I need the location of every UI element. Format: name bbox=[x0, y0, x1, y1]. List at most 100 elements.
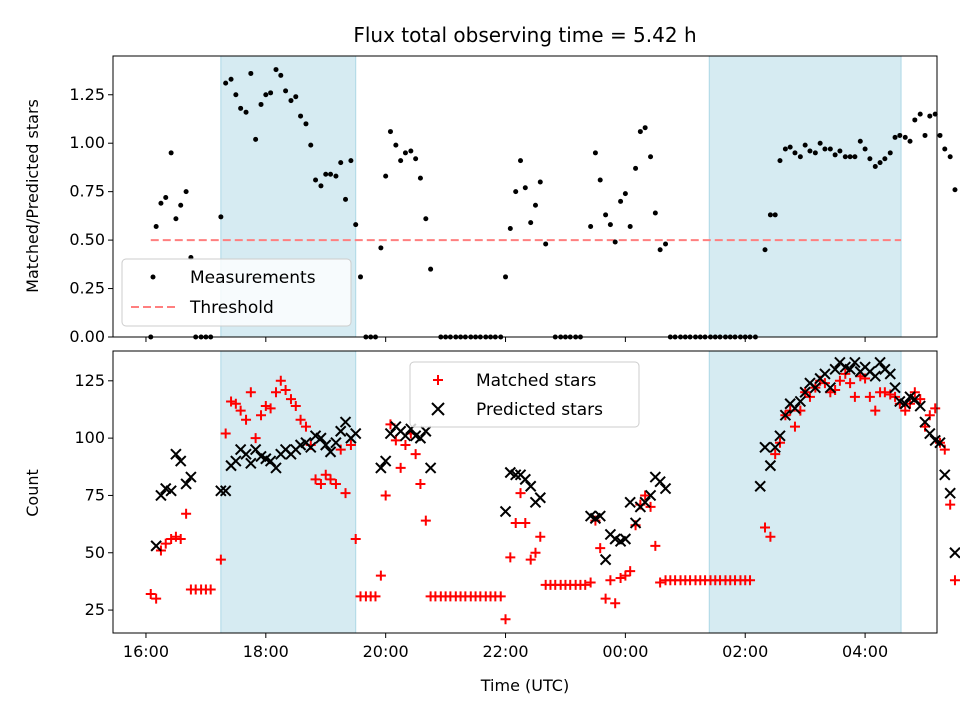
data-point-measurement bbox=[178, 202, 184, 208]
data-point-predicted bbox=[774, 430, 786, 442]
data-point-measurement bbox=[348, 158, 354, 164]
data-point-measurement bbox=[387, 129, 393, 135]
data-point-measurement bbox=[278, 72, 284, 78]
data-point-matched bbox=[175, 534, 186, 544]
data-point-matched bbox=[256, 410, 267, 421]
x-axis-label: Time (UTC) bbox=[480, 676, 569, 695]
data-point-predicted bbox=[794, 395, 807, 408]
data-point-matched bbox=[250, 433, 261, 444]
x-tick-label: 04:00 bbox=[842, 642, 888, 661]
data-point-predicted bbox=[769, 441, 781, 454]
data-point-predicted bbox=[829, 363, 841, 376]
legend: Measurements Threshold bbox=[121, 258, 352, 327]
data-point-measurement bbox=[503, 274, 509, 280]
data-point-predicted bbox=[874, 356, 886, 369]
data-point-measurement bbox=[393, 142, 399, 148]
data-point-measurement bbox=[248, 70, 254, 76]
legend-marker-measurements bbox=[150, 274, 156, 280]
data-point-matched bbox=[241, 414, 252, 425]
data-point-matched bbox=[145, 589, 156, 600]
data-point-matched bbox=[420, 515, 431, 526]
y-tick-label: 25 bbox=[85, 600, 105, 619]
axes-frame bbox=[112, 55, 938, 338]
x-tick-label: 22:00 bbox=[482, 642, 528, 661]
data-point-predicted bbox=[844, 363, 856, 376]
data-point-predicted bbox=[414, 432, 427, 444]
data-point-measurement bbox=[607, 222, 613, 228]
legend-label-predicted: Predicted stars bbox=[476, 400, 603, 420]
data-point-matched bbox=[350, 534, 361, 544]
data-point-matched bbox=[915, 394, 926, 405]
data-point-matched bbox=[295, 414, 306, 425]
data-point-predicted bbox=[654, 475, 666, 488]
data-point-matched bbox=[340, 488, 351, 499]
legend-label-matched: Matched stars bbox=[476, 371, 596, 391]
data-point-predicted bbox=[889, 381, 901, 394]
data-point-measurement bbox=[847, 154, 853, 160]
data-point-matched bbox=[949, 575, 960, 586]
data-point-matched bbox=[870, 405, 881, 416]
data-point-measurement bbox=[857, 138, 863, 144]
data-point-predicted bbox=[335, 425, 347, 437]
data-point-measurement bbox=[522, 185, 528, 191]
data-point-predicted bbox=[819, 368, 831, 380]
data-point-measurement bbox=[353, 222, 359, 228]
data-point-measurement bbox=[597, 177, 603, 183]
data-point-measurement bbox=[273, 67, 279, 73]
x-tick-label: 20:00 bbox=[363, 642, 409, 661]
data-point-predicted bbox=[305, 441, 317, 454]
y-tick-label: 125 bbox=[74, 371, 105, 390]
data-point-predicted bbox=[949, 547, 960, 559]
data-point-predicted bbox=[249, 443, 262, 456]
data-point-matched bbox=[620, 570, 631, 581]
data-point-matched bbox=[415, 478, 426, 489]
series-measurements bbox=[148, 67, 958, 340]
data-point-predicted bbox=[909, 393, 921, 405]
data-point-predicted bbox=[644, 489, 657, 502]
data-point-measurement bbox=[328, 171, 334, 177]
legend-label-measurements: Measurements bbox=[190, 268, 316, 288]
data-point-matched bbox=[765, 531, 776, 542]
data-point-matched bbox=[945, 499, 956, 510]
data-point-measurement bbox=[243, 109, 249, 115]
data-point-measurement bbox=[543, 241, 549, 247]
data-point-measurement bbox=[268, 90, 274, 96]
data-point-matched bbox=[370, 591, 381, 602]
data-point-predicted bbox=[534, 492, 546, 504]
data-point-measurement bbox=[817, 140, 823, 146]
data-point-measurement bbox=[378, 245, 384, 251]
data-point-matched bbox=[235, 405, 246, 416]
data-point-matched bbox=[380, 490, 391, 501]
y-tick-label: 50 bbox=[85, 543, 105, 562]
data-point-measurement bbox=[802, 142, 808, 148]
data-point-measurement bbox=[797, 154, 803, 160]
data-point-measurement bbox=[283, 88, 289, 94]
data-point-predicted bbox=[659, 482, 672, 495]
data-point-matched bbox=[320, 469, 331, 480]
data-point-measurement bbox=[603, 212, 609, 218]
data-point-predicted bbox=[349, 427, 362, 440]
data-point-predicted bbox=[524, 480, 537, 492]
y-tick-label: 100 bbox=[74, 428, 105, 447]
data-point-matched bbox=[535, 531, 546, 542]
data-point-matched bbox=[849, 391, 860, 402]
data-point-matched bbox=[410, 449, 421, 460]
data-point-predicted bbox=[624, 496, 636, 509]
data-point-measurement bbox=[417, 175, 423, 181]
data-point-measurement bbox=[303, 121, 309, 127]
data-point-predicted bbox=[165, 485, 177, 497]
data-point-matched bbox=[610, 598, 621, 609]
series-matched-stars bbox=[145, 368, 960, 625]
data-point-predicted bbox=[384, 427, 397, 440]
data-point-predicted bbox=[809, 381, 822, 394]
data-point-measurement bbox=[263, 92, 269, 98]
y-tick-label: 0.25 bbox=[69, 279, 105, 298]
data-point-predicted bbox=[245, 457, 257, 470]
series-predicted-stars bbox=[150, 356, 960, 566]
data-point-measurement bbox=[507, 225, 513, 231]
data-point-measurement bbox=[428, 266, 434, 272]
data-point-matched bbox=[275, 375, 286, 386]
data-point-measurement bbox=[937, 132, 943, 138]
data-point-measurement bbox=[238, 105, 244, 111]
data-point-predicted bbox=[599, 553, 612, 566]
